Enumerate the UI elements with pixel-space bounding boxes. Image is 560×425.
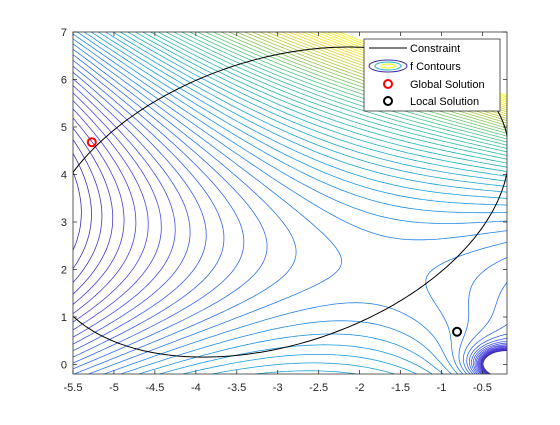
solution-points bbox=[86, 137, 463, 337]
contour-line bbox=[120, 32, 507, 177]
legend-local-label: Local Solution bbox=[410, 96, 479, 108]
y-axis: 0 1 2 3 4 5 6 7 bbox=[61, 27, 507, 372]
contour-line bbox=[73, 59, 507, 374]
contour-line bbox=[73, 65, 507, 374]
local-solution-marker bbox=[452, 326, 463, 337]
contour-line bbox=[112, 32, 507, 182]
y-tick-label: 2 bbox=[61, 265, 67, 277]
contour-line bbox=[135, 32, 507, 168]
contour-line bbox=[73, 100, 507, 374]
x-tick-label: -3 bbox=[273, 382, 283, 394]
contour-line bbox=[73, 85, 507, 374]
y-tick-label: 4 bbox=[61, 170, 67, 182]
legend-global-marker bbox=[383, 79, 393, 89]
contour-line bbox=[150, 32, 507, 160]
x-tick-label: -1 bbox=[437, 382, 447, 394]
x-tick-label: -2 bbox=[355, 382, 365, 394]
x-tick-label: -4 bbox=[191, 382, 201, 394]
y-tick-label: 6 bbox=[61, 75, 67, 87]
x-tick-label: -5 bbox=[109, 382, 119, 394]
contour-line bbox=[73, 139, 507, 374]
legend-local-marker bbox=[383, 96, 393, 106]
x-axis: -5.5 -5 -4.5 -4 -3.5 -3 -2.5 -2 -1.5 -1 -0.5 bbox=[64, 32, 492, 394]
contour-line bbox=[181, 32, 507, 146]
constraint-curve bbox=[73, 46, 507, 358]
contour-line bbox=[73, 92, 507, 374]
contour-line bbox=[73, 153, 507, 374]
y-tick-label: 7 bbox=[61, 27, 67, 39]
x-tick-label: -2.5 bbox=[309, 382, 328, 394]
legend-constraint-label: Constraint bbox=[410, 43, 460, 55]
legend-box bbox=[363, 38, 501, 112]
contour-line bbox=[73, 127, 507, 374]
legend-contours-swatch bbox=[368, 59, 408, 73]
x-tick-label: -3.5 bbox=[227, 382, 246, 394]
constraint-layer bbox=[73, 46, 507, 358]
x-tick-label: -1.5 bbox=[391, 382, 410, 394]
y-tick-label: 5 bbox=[61, 122, 67, 134]
y-tick-label: 0 bbox=[61, 360, 67, 372]
legend: Constraint f Contours Global Solution Lo… bbox=[363, 38, 501, 112]
contour-line bbox=[73, 71, 507, 374]
contour-line bbox=[173, 32, 507, 149]
contour-line bbox=[158, 32, 507, 156]
contour-line bbox=[73, 171, 507, 374]
x-tick-label: -5.5 bbox=[64, 382, 83, 394]
contour-line bbox=[73, 54, 507, 374]
legend-global-label: Global Solution bbox=[410, 79, 485, 91]
y-tick-label: 3 bbox=[61, 217, 67, 229]
legend-contours-label: f Contours bbox=[410, 61, 461, 73]
axes-box bbox=[72, 31, 508, 375]
global-solution-marker bbox=[86, 137, 97, 148]
contour-line bbox=[142, 32, 507, 164]
contour-line bbox=[127, 32, 507, 172]
contour-line bbox=[73, 78, 507, 374]
y-tick-label: 1 bbox=[61, 312, 67, 324]
x-tick-label: -0.5 bbox=[473, 382, 492, 394]
x-tick-label: -4.5 bbox=[145, 382, 164, 394]
